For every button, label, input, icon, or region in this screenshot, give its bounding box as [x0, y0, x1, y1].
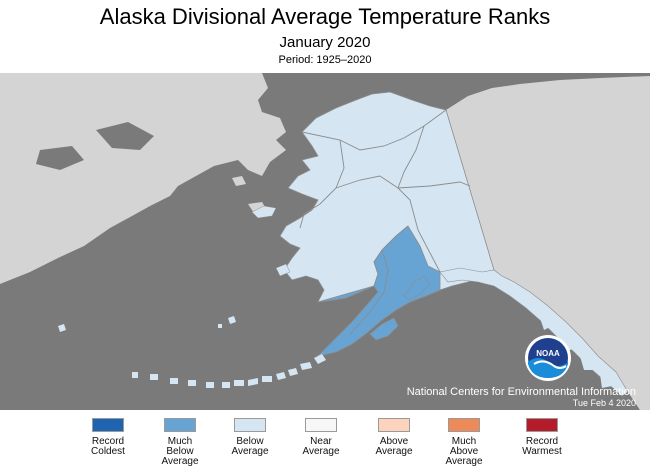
legend-label: Below Average: [231, 436, 269, 457]
nunivak-island: [275, 263, 291, 277]
st-lawrence-island: [251, 205, 277, 219]
map-subtitle: January 2020: [279, 34, 371, 51]
map-title: Alaska Divisional Average Temperature Ra…: [99, 4, 551, 29]
legend-label: Much Above Average: [445, 436, 483, 467]
noaa-logo-icon: NOAA: [525, 335, 571, 381]
small-island: [58, 324, 66, 332]
pribilof-islands: [218, 316, 236, 328]
legend-swatch: [378, 418, 410, 432]
credit-organization: National Centers for Environmental Infor…: [406, 386, 636, 398]
russia-inlet-2: [36, 146, 84, 170]
legend-label: Record Coldest: [91, 436, 125, 457]
russia-coast-islands: [232, 176, 268, 216]
legend-swatch: [164, 418, 196, 432]
credit-block: National Centers for Environmental Infor…: [407, 386, 636, 409]
legend-label: Near Average: [302, 436, 340, 457]
legend-swatch: [92, 418, 124, 432]
legend-swatch: [305, 418, 337, 432]
panhandle-islands: [540, 316, 612, 388]
canada-land: [446, 76, 650, 410]
legend-item-below-average: Below Average: [210, 418, 290, 457]
legend-label: Above Average: [375, 436, 413, 457]
legend-swatch: [526, 418, 558, 432]
legend-item-much-above-average: Much Above Average: [424, 418, 504, 467]
division-borders: [299, 109, 471, 335]
legend-item-record-warmest: Record Warmest: [502, 418, 582, 457]
legend-item-record-coldest: Record Coldest: [68, 418, 148, 457]
legend: Record Coldest Much Below Average Below …: [0, 418, 650, 475]
legend-label: Record Warmest: [522, 436, 562, 457]
period-label: Period: 1925–2020: [278, 54, 372, 66]
russia-land: [0, 73, 286, 284]
legend-swatch: [234, 418, 266, 432]
kodiak-island: [369, 317, 399, 341]
alaska-map: [0, 73, 650, 410]
map-area: [0, 73, 650, 410]
legend-label: Much Below Average: [161, 436, 199, 467]
russia-inlet: [96, 122, 154, 150]
legend-swatch: [448, 418, 480, 432]
credit-date: Tue Feb 4 2020: [572, 398, 636, 408]
kenai-coast: [403, 275, 431, 301]
legend-item-near-average: Near Average: [281, 418, 361, 457]
noaa-logo-text: NOAA: [536, 349, 560, 358]
legend-item-much-below-average: Much Below Average: [140, 418, 220, 467]
legend-item-above-average: Above Average: [354, 418, 434, 457]
